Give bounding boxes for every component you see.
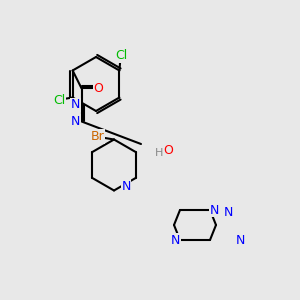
Text: N: N — [235, 233, 245, 247]
Text: N: N — [71, 115, 80, 128]
Text: H: H — [155, 148, 163, 158]
Text: Cl: Cl — [53, 94, 65, 107]
Text: N: N — [121, 179, 131, 193]
Text: Br: Br — [91, 130, 104, 143]
Text: O: O — [163, 143, 173, 157]
Text: N: N — [71, 98, 80, 112]
Text: Cl: Cl — [115, 49, 127, 62]
Text: N: N — [210, 203, 219, 217]
Text: O: O — [93, 82, 103, 95]
Text: N: N — [171, 233, 180, 247]
Text: N: N — [223, 206, 233, 220]
